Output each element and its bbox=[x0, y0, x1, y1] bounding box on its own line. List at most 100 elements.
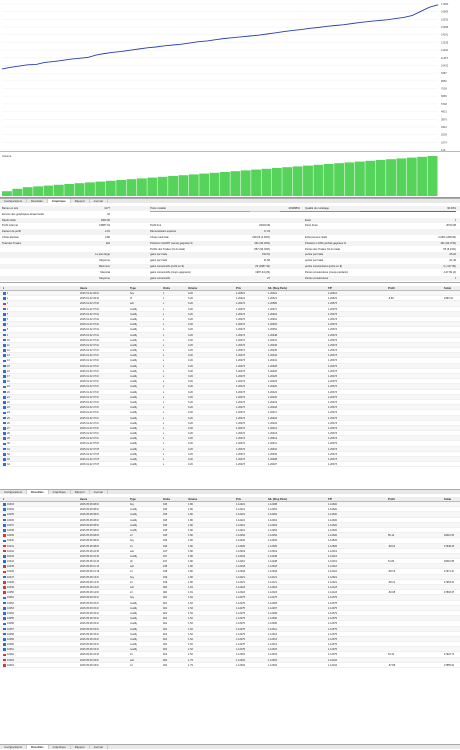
table-row[interactable]: 6 2015.01.02 07:02 modify 2 0.20 1.20473 1.204… bbox=[0, 317, 460, 323]
table-row[interactable]: 10061 2015.05.08 15:23 modify 921 1.52 1.1227… bbox=[0, 647, 460, 653]
table-row[interactable]: 33 2015.01.02 07:05 modify 2 0.20 1.20473 1.20… bbox=[0, 457, 460, 463]
column-header[interactable]: Volume bbox=[188, 498, 198, 501]
table-row[interactable]: 18 2015.01.02 07:03 modify 2 0.20 1.20473 1.20… bbox=[0, 379, 460, 385]
table-row[interactable]: 26 2015.01.02 07:04 modify 2 0.20 1.20473 1.20… bbox=[0, 421, 460, 426]
table-row[interactable]: 1 2015.01.02 06:00 buy 1 0.20 1.20521 1.20321 1… bbox=[0, 291, 460, 297]
column-header[interactable]: Ordre bbox=[163, 287, 171, 290]
column-header[interactable]: Ordre bbox=[163, 498, 171, 501]
table-row[interactable]: 10047 2015.05.08 13:27 buy 919 1.80 1.12221 1.… bbox=[0, 574, 460, 580]
table-row[interactable]: 14 2015.01.02 07:03 modify 2 0.20 1.20473 1.20… bbox=[0, 358, 460, 364]
table-row[interactable]: 10055 2015.05.08 15:23 modify 921 1.52 1.1227… bbox=[0, 616, 460, 622]
tab-configurations[interactable]: Configurations bbox=[0, 199, 28, 203]
tab-rapport[interactable]: Rapport bbox=[71, 490, 90, 494]
table-row[interactable]: 10044 2015.05.08 10:48 t/p 917 1.80 1.12119 1.… bbox=[0, 559, 460, 565]
table-row[interactable]: 29 2015.01.02 07:04 modify 2 0.20 1.20473 1.20… bbox=[0, 436, 460, 442]
table-row[interactable]: 3 2015.01.02 07:01 sell 2 0.20 1.20473 1.20582… bbox=[0, 301, 460, 307]
table-row[interactable]: 10053 2015.05.08 15:23 modify 921 1.52 1.1227… bbox=[0, 605, 460, 611]
table-row[interactable]: 10063 2015.05.08 18:04 sell 922 1.79 1.12202 1… bbox=[0, 657, 460, 663]
column-header[interactable]: Type bbox=[130, 498, 136, 501]
table-row[interactable]: 10040 2015.05.08 08:01 buy 916 1.80 1.12426 1.… bbox=[0, 538, 460, 544]
tab-configurations[interactable]: Configurations bbox=[0, 745, 28, 749]
column-header[interactable]: Profit bbox=[388, 498, 395, 501]
table-row[interactable]: 10042 2015.05.08 10:46 sell 917 1.80 1.12219 1… bbox=[0, 549, 460, 554]
column-header[interactable]: Type bbox=[130, 287, 136, 290]
table-row[interactable]: 10057 2015.05.08 15:23 modify 921 1.52 1.1227… bbox=[0, 626, 460, 632]
table-row[interactable]: 10039 2015.05.08 08:01 s/l 915 1.80 1.12252 1.… bbox=[0, 533, 460, 539]
table-row[interactable]: 27 2015.01.02 07:04 modify 2 0.20 1.20473 1.20… bbox=[0, 425, 460, 432]
column-header[interactable]: Solde bbox=[444, 498, 452, 501]
table-row[interactable]: 10058 2015.05.08 15:23 modify 921 1.52 1.1227… bbox=[0, 632, 460, 637]
table-row[interactable]: 10033 2015.05.08 08:00 buy 915 1.80 1.12221 1.… bbox=[0, 502, 460, 508]
column-header[interactable]: Prix bbox=[236, 498, 241, 501]
tab-graphique[interactable]: Graphique bbox=[47, 199, 71, 203]
column-header[interactable]: Heure bbox=[80, 498, 88, 501]
table-row[interactable]: 20 2015.01.02 07:03 modify 2 0.20 1.20473 1.20… bbox=[0, 390, 460, 395]
table-row[interactable]: 24 2015.01.02 07:04 modify 2 0.20 1.20473 1.20… bbox=[0, 410, 460, 416]
table-row[interactable]: 32 2015.01.02 07:05 modify 2 0.20 1.20473 1.20… bbox=[0, 452, 460, 457]
tab-rapport[interactable]: Rapport bbox=[71, 199, 90, 203]
table-row[interactable]: 10037 2015.05.08 08:00 modify 915 1.80 1.1222… bbox=[0, 522, 460, 528]
column-header[interactable]: Heure bbox=[80, 287, 88, 290]
table-row[interactable]: 25 2015.01.02 07:04 modify 2 0.20 1.20473 1.20… bbox=[0, 415, 460, 421]
table-row[interactable]: 30 2015.01.02 07:05 modify 2 0.20 1.20473 1.20… bbox=[0, 441, 460, 447]
table-row[interactable]: 17 2015.01.02 07:03 modify 2 0.20 1.20473 1.20… bbox=[0, 374, 460, 380]
table-row[interactable]: 8 2015.01.02 07:02 modify 2 0.20 1.20473 1.204… bbox=[0, 327, 460, 333]
table-row[interactable]: 7 2015.01.02 07:02 modify 2 0.20 1.20473 1.204… bbox=[0, 322, 460, 328]
table-row[interactable]: 34 2015.01.02 07:05 modify 2 0.20 1.20473 1.20… bbox=[0, 462, 460, 468]
table-row[interactable]: 10060 2015.05.08 15:23 modify 921 1.52 1.1227… bbox=[0, 642, 460, 648]
table-row[interactable]: 10043 2015.05.08 10:46 modify 917 1.80 1.1221… bbox=[0, 553, 460, 560]
table-row[interactable]: 2 2015.01.02 06:30 t/l 1 0.20 1.20421 1.20321 1… bbox=[0, 296, 460, 302]
column-header[interactable]: Profit bbox=[388, 287, 395, 290]
table-row[interactable]: 16 2015.01.02 07:03 modify 2 0.20 1.20473 1.20… bbox=[0, 369, 460, 374]
table-row[interactable]: 10064 2015.05.08 18:04 s/l 922 1.79 1.12302 1.… bbox=[0, 663, 460, 668]
table-row[interactable]: 12 2015.01.02 07:03 modify 2 0.20 1.20473 1.20… bbox=[0, 348, 460, 354]
table-row[interactable]: 22 2015.01.02 07:03 modify 2 0.20 1.20473 1.20… bbox=[0, 400, 460, 406]
column-header[interactable]: # bbox=[3, 498, 5, 501]
column-header[interactable]: Solde bbox=[444, 287, 452, 290]
table-row[interactable]: 10049 2015.05.08 14:00 sell 920 1.81 1.12223 1… bbox=[0, 585, 460, 591]
table-row[interactable]: 10036 2015.05.08 08:00 modify 915 1.80 1.1222… bbox=[0, 518, 460, 523]
table-row[interactable]: 15 2015.01.02 07:03 modify 2 0.20 1.20473 1.20… bbox=[0, 363, 460, 369]
column-header[interactable]: Prix bbox=[236, 287, 241, 290]
table-row[interactable]: 10052 2015.05.08 15:23 modify 921 1.52 1.1227… bbox=[0, 601, 460, 606]
tab-rsultats[interactable]: Résultats bbox=[27, 199, 48, 203]
table-row[interactable]: 4 2015.01.02 07:01 modify 2 0.20 1.20473 1.204… bbox=[0, 307, 460, 312]
table-row[interactable]: 28 2015.01.02 07:04 modify 2 0.20 1.20473 1.20… bbox=[0, 431, 460, 437]
table-row[interactable]: 10038 2015.05.08 08:00 modify 915 1.80 1.1222… bbox=[0, 528, 460, 534]
tab-journal[interactable]: Journal bbox=[90, 199, 108, 203]
column-header[interactable]: T/P bbox=[328, 498, 333, 501]
tab-journal[interactable]: Journal bbox=[90, 745, 108, 749]
table-row[interactable]: 10059 2015.05.08 15:23 modify 921 1.52 1.1227… bbox=[0, 636, 460, 643]
table-row[interactable]: 10054 2015.05.08 15:23 modify 921 1.52 1.1227… bbox=[0, 611, 460, 617]
table-row[interactable]: 21 2015.01.02 07:03 modify 2 0.20 1.20473 1.20… bbox=[0, 394, 460, 400]
column-header[interactable]: S/L (Stop Perte) bbox=[268, 287, 288, 290]
tab-configurations[interactable]: Configurations bbox=[0, 490, 28, 494]
table-row[interactable]: 10034 2015.05.08 08:00 modify 915 1.80 1.1222… bbox=[0, 507, 460, 513]
table-row[interactable]: 10048 2015.05.08 13:33 s/l 919 1.80 1.12121 1.… bbox=[0, 580, 460, 585]
table-row[interactable]: 10 2015.01.02 07:02 modify 2 0.20 1.20473 1.20… bbox=[0, 338, 460, 343]
table-row[interactable]: 10035 2015.05.08 08:00 modify 915 1.80 1.1222… bbox=[0, 512, 460, 518]
table-row[interactable]: 31 2015.01.02 07:05 modify 2 0.20 1.20473 1.20… bbox=[0, 446, 460, 452]
tab-rsultats[interactable]: Résultats bbox=[27, 490, 49, 494]
table-row[interactable]: 10041 2015.05.08 08:01 s/l 916 1.80 1.12326 1.… bbox=[0, 543, 460, 549]
table-row[interactable]: 5 2015.01.02 07:02 modify 2 0.20 1.20473 1.204… bbox=[0, 311, 460, 317]
tab-rsultats[interactable]: Résultats bbox=[27, 745, 49, 749]
table-row[interactable]: 10045 2015.05.08 11:13 sell 918 1.80 1.12218 1… bbox=[0, 564, 460, 570]
table-row[interactable]: 10062 2015.05.08 16:25 s/l 921 1.52 1.12315 1.… bbox=[0, 652, 460, 658]
table-row[interactable]: 10051 2015.05.08 15:23 buy 921 1.52 1.12275 1.… bbox=[0, 595, 460, 601]
tab-graphique[interactable]: Graphique bbox=[49, 490, 71, 494]
table-row[interactable]: 10046 2015.05.08 11:16 s/l 918 1.80 1.12318 1.… bbox=[0, 569, 460, 575]
column-header[interactable]: # bbox=[3, 287, 5, 290]
tab-rapport[interactable]: Rapport bbox=[71, 745, 90, 749]
table-row[interactable]: 23 2015.01.02 07:03 modify 2 0.20 1.20473 1.20… bbox=[0, 405, 460, 411]
table-row[interactable]: 10050 2015.05.08 14:00 s/l 920 1.81 1.12323 1.… bbox=[0, 590, 460, 596]
tab-journal[interactable]: Journal bbox=[90, 490, 108, 494]
table-row[interactable]: 11 2015.01.02 07:02 modify 2 0.20 1.20473 1.20… bbox=[0, 342, 460, 349]
tab-graphique[interactable]: Graphique bbox=[49, 745, 71, 749]
column-header[interactable]: S/L (Stop Perte) bbox=[268, 498, 288, 501]
table-row[interactable]: 9 2015.01.02 07:02 modify 2 0.20 1.20473 1.204… bbox=[0, 332, 460, 338]
table-row[interactable]: 13 2015.01.02 07:03 modify 2 0.20 1.20473 1.20… bbox=[0, 353, 460, 359]
column-header[interactable]: T/P bbox=[328, 287, 333, 290]
table-row[interactable]: 19 2015.01.02 07:03 modify 2 0.20 1.20473 1.20… bbox=[0, 384, 460, 390]
column-header[interactable]: Volume bbox=[188, 287, 198, 290]
